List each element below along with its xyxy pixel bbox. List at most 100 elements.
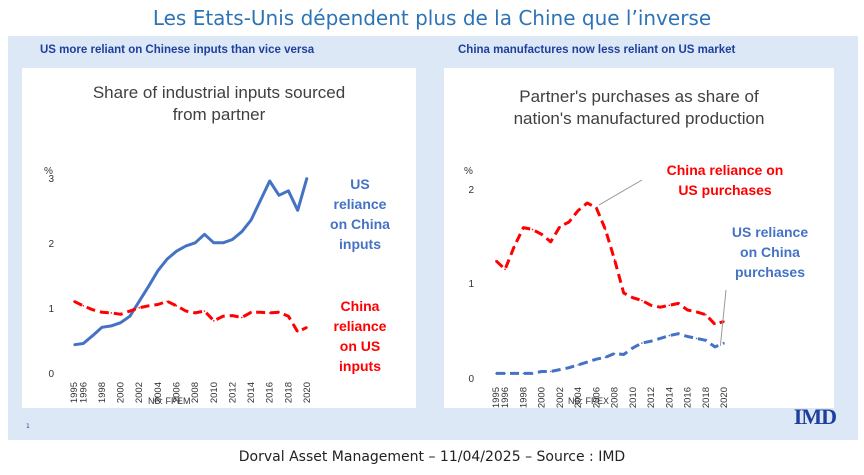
left-annotation-us: US reliance on China inputs [330,176,390,252]
right-series-0-point [504,268,506,271]
left-series-1-point [203,310,206,312]
right-series-1-point [677,332,680,335]
right-series-1-point [577,364,579,366]
left-xtick-label: 2020 [302,382,313,403]
right-series-1-point [686,335,689,338]
right-xtick-label: 2016 [683,387,694,408]
left-xtick-label: 2002 [134,382,145,403]
left-unit-label: % [44,166,53,177]
right-note: NB: FPEX [568,396,610,406]
right-series-0-point [595,207,598,209]
right-series-1-point [622,353,625,356]
right-chart-title: Partner's purchases as share of nation's… [444,86,834,130]
right-xtick-label: 2014 [664,387,675,408]
left-series-1-point [110,312,113,314]
right-xtick-label: 2004 [573,387,584,408]
left-series-1-point [101,311,103,314]
right-series-1-point [504,372,506,375]
right-series-0-point [650,304,652,307]
left-series-1-point [138,307,140,309]
right-us-leader-line [719,289,727,347]
left-series-0-point [287,190,290,192]
right-chart-title-line-2: nation's manufactured production [513,109,765,128]
right-series-0-point [632,296,634,299]
left-xtick-label: 1995 [69,382,80,403]
right-series-0-point [686,309,689,311]
left-series-1-point [296,331,299,333]
right-xtick-label: 2020 [719,387,730,408]
right-series-0-point [705,313,707,316]
left-series-0-point [166,258,168,260]
right-chart: Partner's purchases as share of nation's… [444,68,834,408]
left-series-0-point [157,269,159,272]
left-series-1-point [73,300,75,303]
right-series-0-point [586,202,588,204]
left-series-1-point [231,314,234,317]
left-series-1-point [287,315,290,317]
right-series-0-point [723,320,725,323]
right-annotation-us: US reliance on China purchases [731,224,809,280]
left-series-1-point [194,312,196,314]
left-series-1-point [91,308,94,311]
right-series-0-point [531,228,534,231]
right-series-0-point [695,311,698,313]
right-series-0-point [540,233,543,236]
right-series-0-point [513,245,515,248]
left-series-0-point [175,250,178,252]
right-series-1-point [659,337,661,340]
left-series-1-point [222,315,224,317]
left-series-0-point [296,209,299,212]
left-series-0-point [306,177,308,179]
right-china-leader-line [598,179,643,206]
right-xtick-label: 2006 [591,387,602,408]
right-ytick-label: 2 [468,184,474,196]
right-series-1-point [513,372,515,375]
right-xtick-label: 1998 [518,387,529,408]
left-series-0-point [147,285,150,288]
left-series-0-point [73,344,75,346]
right-series-0-point [495,260,497,262]
right-series-1-point [695,337,698,340]
right-series-1-point [522,372,525,375]
left-panel-title: US more reliant on Chinese inputs than v… [40,44,315,56]
right-xtick-label: 2018 [701,387,712,408]
left-series-0-point [222,242,224,244]
right-series-1-point [586,361,588,363]
left-series-0-point [129,315,131,317]
right-series-1-point [559,368,561,371]
left-chart-title-line-1: Share of industrial inputs sourced [92,83,346,102]
left-series-0-point [82,342,85,345]
right-series-1-point [723,342,725,344]
right-series-1-point [595,358,598,361]
small-mark: 1 [26,423,30,430]
right-series-1-point [650,340,652,343]
right-series-1-point [495,372,497,375]
left-series-1-point [147,305,150,307]
right-series-0-point [622,292,625,294]
right-xtick-label: 2000 [537,387,548,408]
right-series-1-point [540,370,543,373]
right-series-0-point [549,241,552,243]
left-series-1-point [306,326,308,329]
left-xtick-label: 2004 [153,382,164,403]
left-series-0-point [268,180,271,182]
right-series-0-point [613,259,616,261]
left-series-0-point [241,230,243,233]
right-series-1-point [531,372,534,375]
left-xtick-label: 2016 [265,382,276,403]
left-series-1-point [129,310,131,312]
left-chart: Share of industrial inputs sourced from … [22,68,416,408]
content-panel: US more reliant on Chinese inputs than v… [8,36,858,440]
left-series-1-point [166,300,168,303]
left-series-0-point [119,321,122,324]
right-series-1-point [641,342,643,344]
right-series-0-point [714,323,716,325]
right-series-0-point [641,299,643,302]
left-xtick-label: 1998 [97,382,108,403]
left-series-1-point [259,311,262,314]
left-ytick-label: 1 [48,304,54,315]
right-series-1-point [613,352,616,355]
left-series-1-point [82,305,85,307]
